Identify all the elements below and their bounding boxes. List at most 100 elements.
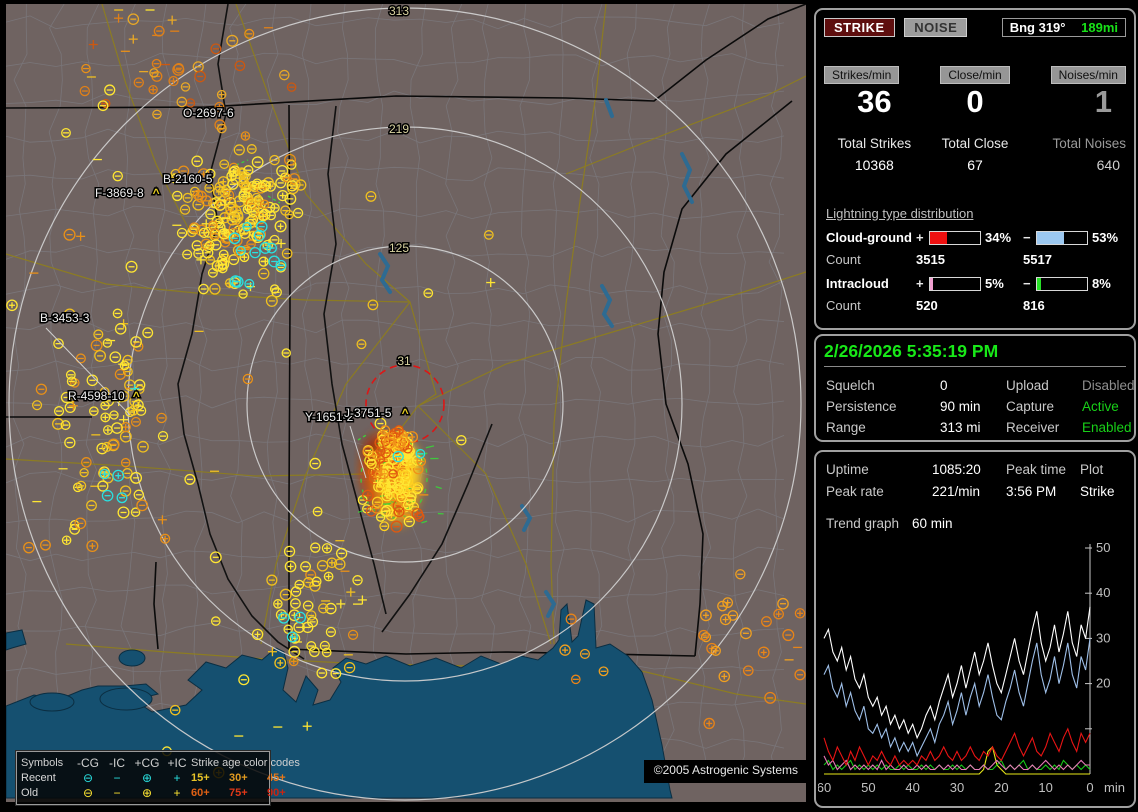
noise-mode-button[interactable]: NOISE (904, 18, 968, 37)
neg-cg-recent-icon: ⊖ (82, 770, 94, 785)
cg-plus-bar (929, 230, 981, 245)
x-axis-tick-label: 60 (818, 780, 831, 795)
cloud-ground-count-row: Count 3515 5517 (826, 252, 1126, 267)
ic-plus-bar (929, 276, 981, 291)
cell-direction-caret: ^ (402, 406, 409, 420)
trend-window-value: 60 min (912, 516, 953, 531)
intracloud-label: Intracloud (826, 276, 889, 291)
capture-status: Active (1082, 399, 1119, 414)
map-labels: 313 219 125 31 O-2697-6 B-2160-5 F-3869-8 ^ B-34… (39, 4, 413, 426)
peak-rate-value: 221/min (932, 484, 981, 499)
age-75-label: 75+ (229, 786, 248, 799)
lightning-map[interactable]: 313 219 125 31 O-2697-6 B-2160-5 F-3869-8 ^ B-34… (6, 4, 806, 806)
strikes-per-min-value: 36 (857, 84, 892, 119)
ic-plus-count: 520 (916, 298, 938, 313)
uptime-stats-grid: Uptime 1085:20 Peak time Plot Peak rate … (826, 462, 1128, 499)
count-label: Count (826, 252, 861, 267)
age-90-label: 90+ (267, 786, 286, 799)
receiver-status: Enabled (1082, 420, 1132, 435)
count-label: Count (826, 298, 861, 313)
noises-per-min-value: 1 (1094, 84, 1112, 119)
x-axis-tick-label: 10 (1038, 780, 1052, 795)
total-close-label: Total Close (941, 136, 1009, 151)
state-borders (6, 4, 806, 657)
y-axis-tick-label: 50 (1096, 540, 1110, 555)
total-strikes-value: 10368 (854, 157, 894, 173)
storm-cell-label: B-3453-3 (40, 311, 90, 325)
map-legend: Symbols -CG -IC +CG +IC Strike age color… (15, 750, 300, 806)
trend-graph: 50 40 30 20 60 50 40 30 20 10 0 min (818, 540, 1125, 795)
peak-time-value: 3:56 PM (1006, 484, 1057, 499)
y-axis-tick-label: 40 (1096, 585, 1110, 600)
legend-header-row: Symbols -CG -IC +CG +IC Strike age color… (21, 755, 300, 770)
copyright-text: ©2005 Astrogenic Systems (643, 760, 806, 783)
peak-rate-label: Peak rate (826, 484, 884, 499)
range-value: 313 mi (940, 420, 981, 435)
legend-col-pos-ic: +IC (167, 755, 187, 770)
x-axis-unit-label: min (1104, 780, 1125, 795)
persistence-value: 90 min (940, 399, 981, 414)
intracloud-row: Intracloud + 5% − 8% (826, 276, 1126, 291)
plot-label: Plot (1080, 462, 1104, 477)
map-canvas[interactable]: 313 219 125 31 O-2697-6 B-2160-5 F-3869-8 ^ B-34… (6, 4, 806, 802)
total-noises-label: Total Noises (1052, 136, 1126, 151)
strikes-per-min-chip[interactable]: Strikes/min (824, 66, 900, 84)
age-60-label: 60+ (191, 786, 210, 799)
total-strikes-label: Total Strikes (837, 136, 912, 151)
total-close-value: 67 (967, 157, 983, 173)
lightning-distribution-section: Lightning type distribution Cloud-ground… (826, 206, 1126, 313)
range-ring-label: 125 (389, 241, 409, 255)
range-ring-label: 219 (389, 122, 409, 136)
bearing-readout: Bng 319° 189mi (1001, 18, 1126, 37)
pos-ic-old-icon: + (173, 785, 181, 800)
distance-value: 189mi (1081, 20, 1118, 35)
strike-mode-button[interactable]: STRIKE (824, 18, 895, 37)
range-rings (8, 7, 802, 801)
distribution-title: Lightning type distribution (826, 206, 974, 221)
legend-symbols-header: Symbols (21, 756, 64, 769)
storm-cell-label: F-3869-8 (95, 186, 144, 200)
settings-grid: Squelch 0 Upload Disabled Persistence 90… (826, 378, 1135, 435)
trend-series--ic (823, 755, 1090, 771)
minus-sign: − (1023, 230, 1031, 245)
blue-rivers (378, 98, 694, 618)
range-label: Range (826, 420, 866, 435)
rate-chip-row: Strikes/min Close/min Noises/min (824, 66, 1126, 84)
cg-minus-percent: 53% (1092, 230, 1119, 245)
trend-series-noise (824, 745, 1090, 775)
ic-minus-count: 816 (1023, 298, 1045, 313)
legend-col-neg-ic: -IC (109, 755, 125, 770)
trend-panel: Uptime 1085:20 Peak time Plot Peak rate … (814, 450, 1136, 808)
storm-cell-label: B-2160-5 (163, 172, 213, 186)
neg-ic-recent-icon: − (113, 770, 121, 785)
cloud-ground-row: Cloud-ground + 34% − 53% (826, 230, 1126, 245)
cg-plus-count: 3515 (916, 252, 945, 267)
trend-graph-label: Trend graph (826, 516, 900, 531)
upload-status: Disabled (1082, 378, 1135, 393)
status-panel: 2/26/2026 5:35:19 PM Squelch 0 Upload Di… (814, 334, 1136, 442)
trend-series--cg (823, 727, 1091, 767)
minus-sign: − (1023, 276, 1031, 291)
gulf-water (6, 599, 673, 799)
neg-ic-old-icon: − (113, 785, 121, 800)
x-axis-tick-label: 0 (1086, 780, 1093, 795)
cg-minus-count: 5517 (1023, 252, 1052, 267)
legend-age-header: Strike age color codes (191, 756, 300, 769)
storm-cell-label: J-3751-5 (344, 406, 392, 420)
plus-sign: + (916, 230, 924, 245)
peak-time-label: Peak time (1006, 462, 1067, 477)
close-per-min-chip[interactable]: Close/min (940, 66, 1010, 84)
age-15-label: 15+ (191, 771, 210, 784)
storm-cell-label: R-4598-10 (68, 389, 125, 403)
cell-direction-caret: ^ (153, 186, 160, 200)
age-30-label: 30+ (229, 771, 248, 784)
trend-series-total-strikes (823, 606, 1091, 740)
ic-minus-bar (1036, 276, 1088, 291)
cg-minus-bar (1036, 230, 1088, 245)
storm-cell-label: O-2697-6 (183, 106, 234, 120)
noises-per-min-chip[interactable]: Noises/min (1050, 66, 1126, 84)
ic-minus-percent: 8% (1092, 276, 1111, 291)
pos-ic-recent-icon: + (173, 770, 181, 785)
upload-label: Upload (1006, 378, 1049, 393)
